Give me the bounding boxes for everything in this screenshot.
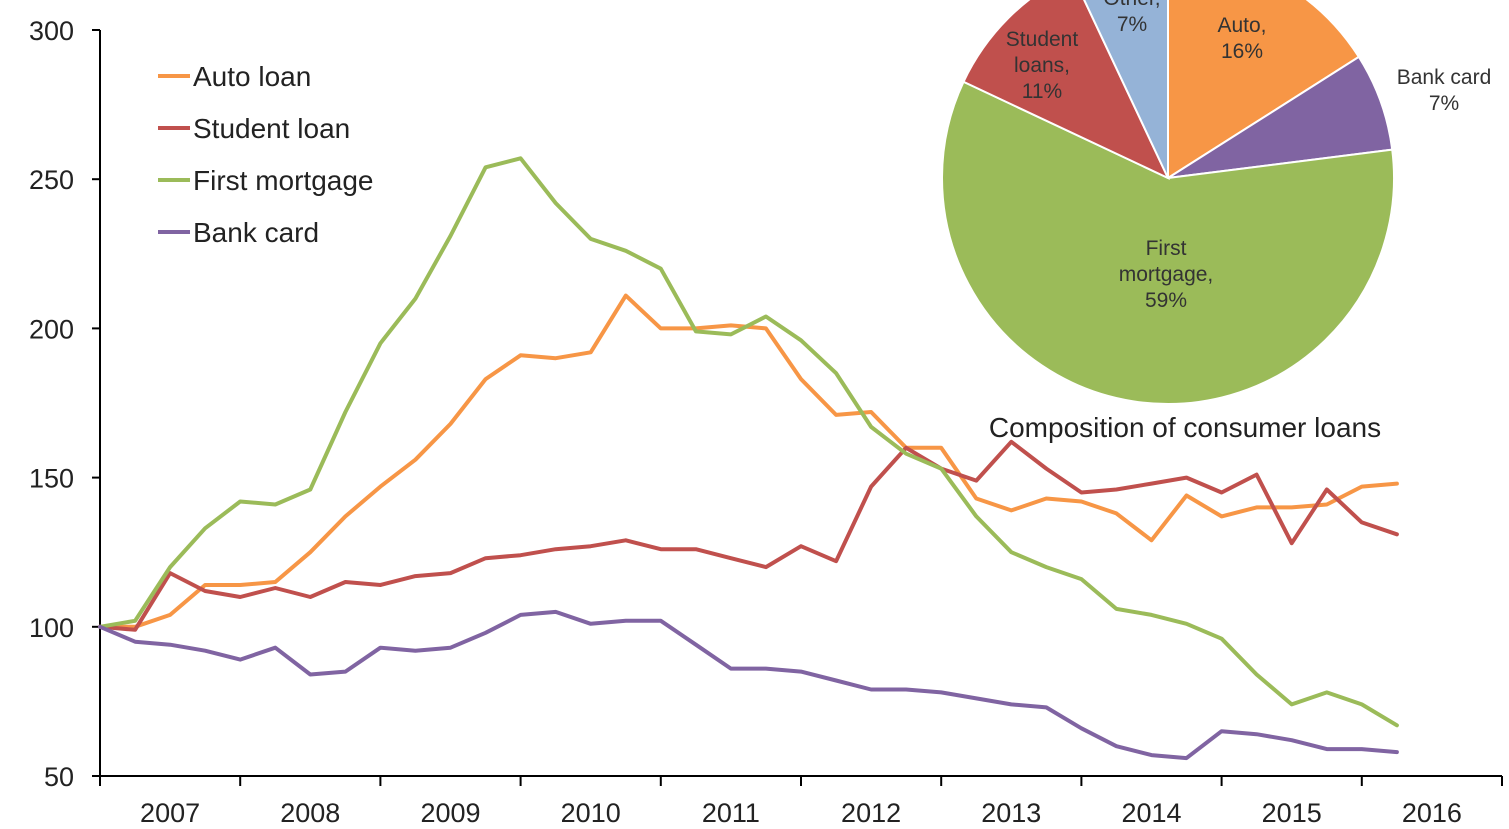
x-ticks: 2007 2008 2009 2010 2011 2012 2013 2014 2015 2016 (99, 776, 1503, 828)
pie-inset: Auto, 16% Bank card 7% First mortgage, 59% Stud… (941, 0, 1491, 443)
y-tick-label: 200 (29, 314, 74, 344)
y-tick-label: 250 (29, 165, 74, 195)
pie-label: Auto, 16% (1217, 14, 1266, 63)
pie-title: Composition of consumer loans (989, 412, 1381, 443)
legend-label: Student loan (193, 113, 350, 144)
series-line-first-mortgage (98, 156, 1399, 728)
x-tick-label: 2009 (420, 798, 480, 828)
pie-labels: Auto, 16% Bank card 7% First mortgage, 59% Stud… (1006, 0, 1491, 312)
series-line-student-loan (98, 439, 1399, 632)
y-tick-label: 100 (29, 613, 74, 643)
pie-slice-other (1083, 0, 1169, 179)
x-tick-label: 2011 (702, 798, 760, 828)
x-tick-label: 2007 (140, 798, 200, 828)
y-axis: 300 250 200 150 100 50 (29, 16, 101, 792)
legend-label: Auto loan (193, 61, 311, 92)
pie-label: Bank card 7% (1397, 66, 1492, 115)
y-tick-label: 50 (44, 762, 74, 792)
pie-slice-first-mortgage (941, 80, 1395, 405)
x-axis: 2007 2008 2009 2010 2011 2012 2013 2014 2015 2016 (99, 775, 1503, 828)
x-tick-label: 2008 (280, 798, 340, 828)
x-tick-label: 2015 (1262, 798, 1322, 828)
x-tick-label: 2012 (841, 798, 901, 828)
legend-label: Bank card (193, 217, 319, 248)
x-tick-label: 2013 (981, 798, 1041, 828)
series-line-bank-card (98, 609, 1399, 761)
series-lines (98, 156, 1399, 761)
legend-label: First mortgage (193, 165, 374, 196)
y-tick-label: 300 (29, 16, 74, 46)
x-tick-label: 2014 (1121, 798, 1181, 828)
x-tick-label: 2010 (561, 798, 621, 828)
y-tick-label: 150 (29, 464, 74, 494)
pie-slice-auto (1167, 0, 1361, 180)
pie-label: Student loans, 11% (1006, 28, 1079, 103)
x-tick-label: 2016 (1402, 798, 1462, 828)
pie-slices (941, 0, 1395, 405)
legend: Auto loan Student loan First mortgage Bank … (158, 61, 374, 248)
y-ticks: 300 250 200 150 100 50 (29, 16, 100, 792)
pie-label: First mortgage, 59% (1119, 237, 1214, 312)
pie-slice-student-loans (962, 0, 1171, 181)
pie-label: Other,7% (1103, 0, 1160, 36)
